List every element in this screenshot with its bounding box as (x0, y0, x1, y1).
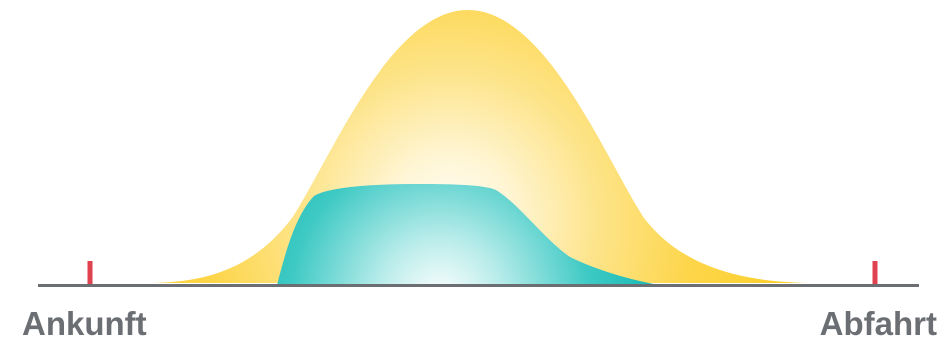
arrival-label: Ankunft (22, 305, 147, 342)
stay-overlap-area (277, 184, 660, 285)
departure-label: Abfahrt (819, 305, 937, 342)
